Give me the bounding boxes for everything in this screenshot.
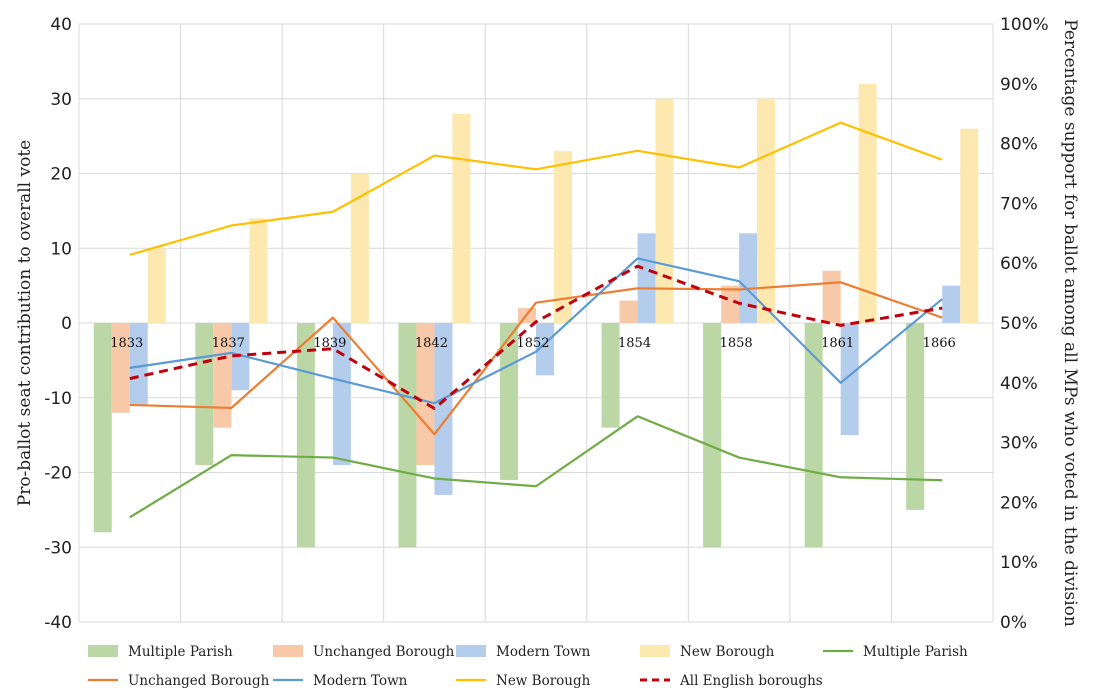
bar-new-borough-1861	[858, 83, 877, 323]
legend-swatch	[273, 645, 303, 657]
y-tick-label: 10	[50, 239, 72, 259]
y2-tick-label: 60%	[1000, 254, 1038, 274]
category-label-1854: 1854	[618, 336, 651, 351]
bar-multiple-parish-1858	[703, 323, 722, 548]
y2-tick-label: 100%	[1000, 15, 1049, 35]
y2-axis-title: Percentage support for ballot among all …	[1060, 19, 1080, 627]
y2-tick-label: 20%	[1000, 493, 1038, 513]
y2-tick-label: 80%	[1000, 135, 1038, 155]
category-label-1833: 1833	[110, 336, 143, 351]
line-series	[129, 121, 943, 519]
bar-unchanged-borough-1861	[822, 270, 841, 323]
legend-label: Unchanged Borough	[128, 673, 270, 689]
bar-multiple-parish-1842	[398, 323, 417, 548]
legend-label: New Borough	[680, 644, 775, 660]
legend-swatch	[88, 645, 118, 657]
bar-new-borough-1839	[350, 173, 369, 323]
bar-new-borough-1842	[452, 113, 471, 323]
line-all-english-boroughs	[129, 264, 943, 411]
legend-label: Unchanged Borough	[313, 644, 455, 660]
category-label-1842: 1842	[415, 336, 448, 351]
y-tick-label: 30	[50, 90, 72, 110]
bar-multiple-parish-1861	[804, 323, 823, 548]
y2-tick-label: 0%	[1000, 613, 1027, 633]
legend-label: New Borough	[496, 673, 591, 689]
category-label-1852: 1852	[516, 336, 549, 351]
category-label-1861: 1861	[821, 336, 854, 351]
legend-label: Modern Town	[496, 644, 591, 660]
bar-multiple-parish-1839	[296, 323, 315, 548]
bar-multiple-parish-1837	[195, 323, 214, 466]
bar-modern-town-1852	[536, 323, 554, 376]
category-label-1858: 1858	[720, 336, 753, 351]
bar-modern-town-1858	[739, 233, 758, 323]
legend-swatch	[456, 645, 486, 657]
bar-multiple-parish-1866	[906, 323, 925, 510]
y2-tick-label: 10%	[1000, 553, 1038, 573]
bar-new-borough-1837	[249, 218, 268, 323]
legend: Multiple Parish Unchanged Borough Modern T…	[88, 644, 968, 689]
y-tick-label: 0	[61, 314, 72, 334]
y2-tick-label: 90%	[1000, 75, 1038, 95]
bar-modern-town-1866	[942, 285, 961, 323]
y-tick-label: 20	[50, 165, 72, 185]
category-label-1839: 1839	[313, 336, 346, 351]
y-tick-label: -20	[44, 464, 72, 484]
category-label-1837: 1837	[212, 336, 245, 351]
y-tick-label: 40	[50, 15, 72, 35]
line-unchanged-borough	[129, 281, 943, 436]
bar-new-borough-1858	[757, 98, 776, 323]
y-axis-right: 100% 90% 80% 70% 60% 50% 40% 30% 20% 10% 0%	[1000, 15, 1049, 633]
y-axis-title: Pro-ballot seat contribution to overall …	[15, 140, 35, 507]
bar-new-borough-1866	[960, 128, 979, 323]
line-multiple-parish	[129, 415, 943, 519]
y-tick-label: -40	[44, 613, 72, 633]
bar-unchanged-borough-1866	[924, 323, 943, 324]
bar-new-borough-1852	[554, 151, 572, 323]
bar-unchanged-borough-1839	[314, 323, 333, 324]
bar-unchanged-borough-1833	[111, 323, 130, 413]
legend-label: Multiple Parish	[128, 644, 233, 660]
bar-new-borough-1833	[147, 248, 166, 323]
bar-unchanged-borough-1854	[619, 300, 638, 323]
bar-modern-town-1839	[332, 323, 351, 466]
bar-modern-town-1861	[840, 323, 859, 436]
bar-multiple-parish-1854	[601, 323, 620, 428]
legend-label: Modern Town	[313, 673, 408, 689]
legend-swatch	[640, 645, 670, 657]
legend-label: Multiple Parish	[863, 644, 968, 660]
y2-tick-label: 40%	[1000, 374, 1038, 394]
y2-tick-label: 50%	[1000, 314, 1038, 334]
y2-tick-label: 30%	[1000, 434, 1038, 454]
y2-tick-label: 70%	[1000, 194, 1038, 214]
category-label-1866: 1866	[923, 336, 956, 351]
line-new-borough	[129, 121, 943, 256]
y-tick-label: -30	[44, 538, 72, 558]
y-tick-label: -10	[44, 389, 72, 409]
bar-unchanged-borough-1858	[721, 285, 740, 323]
bar-multiple-parish-1833	[93, 323, 112, 533]
category-labels: 1833 1837 1839 1842 1852 1854 1858 1861 1866	[110, 336, 956, 351]
legend-label: All English boroughs	[679, 673, 823, 689]
bar-modern-town-1854	[637, 233, 656, 323]
bar-modern-town-1842	[434, 323, 453, 495]
line-modern-town	[129, 257, 943, 405]
y-axis-left: 40 30 20 10 0 -10 -20 -30 -40	[44, 15, 72, 633]
bar-modern-town-1833	[129, 323, 148, 406]
bar-unchanged-borough-1837	[213, 323, 232, 428]
